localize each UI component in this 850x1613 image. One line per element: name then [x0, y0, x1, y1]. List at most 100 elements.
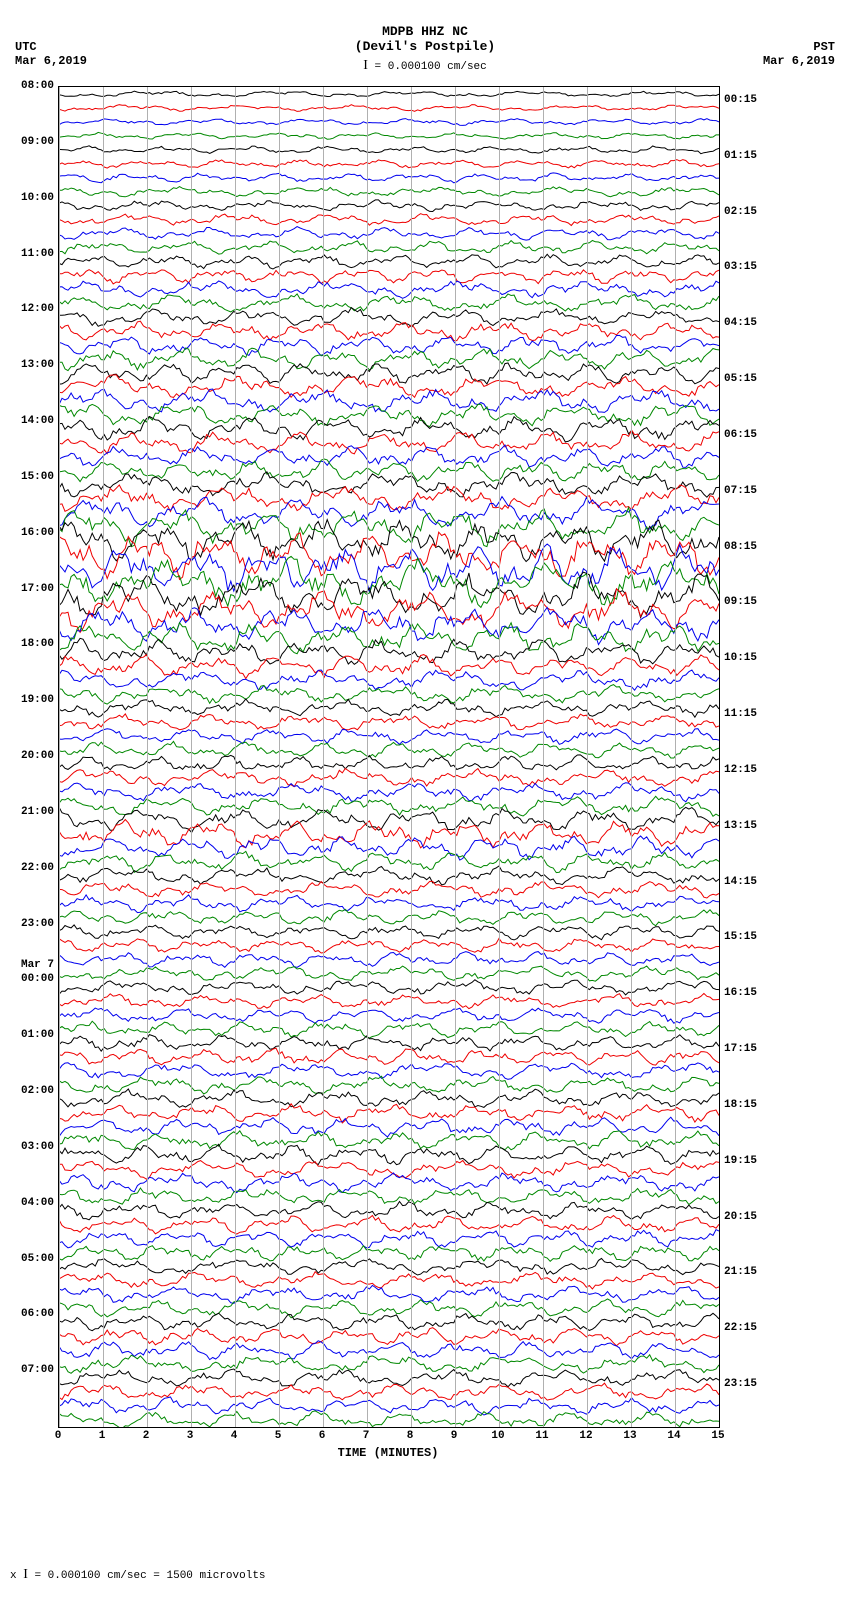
x-axis: TIME (MINUTES) 0123456789101112131415: [58, 1428, 718, 1468]
seismic-trace: [59, 119, 719, 126]
utc-hour-label: 23:00: [21, 918, 54, 930]
x-tick: 13: [623, 1430, 636, 1442]
seismic-trace: [59, 1173, 719, 1193]
pst-hour-label: 08:15: [724, 541, 757, 553]
vertical-gridline: [719, 87, 720, 1427]
seismic-trace: [59, 173, 719, 183]
vertical-gridline: [103, 87, 104, 1427]
seismic-trace: [59, 404, 719, 426]
vertical-gridline: [411, 87, 412, 1427]
helicorder-plot: [58, 86, 720, 1428]
pst-hour-label: 21:15: [724, 1266, 757, 1278]
x-tick: 12: [579, 1430, 592, 1442]
utc-hour-label: 07:00: [21, 1364, 54, 1376]
pst-hour-label: 23:15: [724, 1378, 757, 1390]
pst-hour-label: 15:15: [724, 931, 757, 943]
seismic-trace: [59, 1246, 719, 1262]
vertical-gridline: [191, 87, 192, 1427]
vertical-gridline: [455, 87, 456, 1427]
seismic-trace: [59, 227, 719, 241]
seismic-trace: [59, 132, 719, 139]
footer-bar-icon: I: [23, 1567, 28, 1582]
seismic-trace: [59, 881, 719, 898]
pst-hour-label: 20:15: [724, 1211, 757, 1223]
x-tick: 14: [667, 1430, 680, 1442]
seismic-trace: [59, 1299, 719, 1318]
seismic-trace: [59, 270, 719, 284]
seismic-trace: [59, 200, 719, 212]
utc-hour-label: 10:00: [21, 192, 54, 204]
seismic-trace: [59, 91, 719, 96]
seismic-trace: [59, 769, 719, 787]
seismic-trace: [59, 655, 719, 679]
utc-hour-label: 11:00: [21, 248, 54, 260]
footer-text: = 0.000100 cm/sec = 1500 microvolts: [34, 1570, 265, 1582]
pst-hour-label: 17:15: [724, 1043, 757, 1055]
scale-text: = 0.000100 cm/sec: [375, 61, 487, 73]
x-tick: 1: [99, 1430, 106, 1442]
pst-hour-label: 14:15: [724, 876, 757, 888]
seismic-trace: [59, 1258, 719, 1275]
utc-hour-label: 12:00: [21, 303, 54, 315]
seismic-trace: [59, 1369, 719, 1387]
seismic-trace: [59, 308, 719, 328]
date-break-label: Mar 7: [21, 959, 54, 971]
seismic-trace: [59, 909, 719, 925]
seismic-trace: [59, 938, 719, 953]
seismic-trace: [59, 1383, 719, 1400]
pst-hour-label: 04:15: [724, 317, 757, 329]
seismic-trace: [59, 572, 719, 617]
seismic-trace: [59, 105, 719, 112]
seismic-trace: [59, 1144, 719, 1164]
utc-hour-label: 04:00: [21, 1197, 54, 1209]
chart-subtitle: (Devil's Postpile): [0, 39, 850, 54]
footer-prefix: x: [10, 1570, 23, 1582]
seismic-trace: [59, 685, 719, 705]
utc-hour-label: 18:00: [21, 638, 54, 650]
x-tick: 11: [535, 1430, 548, 1442]
seismic-trace: [59, 160, 719, 169]
pst-hour-label: 01:15: [724, 150, 757, 162]
seismogram-container: UTC Mar 6,2019 PST Mar 6,2019 MDPB HHZ N…: [0, 0, 850, 1613]
seismic-trace: [59, 589, 719, 633]
utc-hour-label: 14:00: [21, 415, 54, 427]
scale-bar-icon: I: [363, 58, 368, 73]
seismic-trace: [59, 1313, 719, 1331]
vertical-gridline: [587, 87, 588, 1427]
seismic-trace: [59, 254, 719, 269]
x-tick: 3: [187, 1430, 194, 1442]
utc-hour-label: 20:00: [21, 750, 54, 762]
seismic-trace: [59, 1063, 719, 1080]
seismic-trace: [59, 445, 719, 467]
seismic-trace: [59, 1089, 719, 1107]
utc-hour-label: 01:00: [21, 1029, 54, 1041]
utc-hour-label: 03:00: [21, 1141, 54, 1153]
seismic-trace: [59, 348, 719, 371]
seismic-trace: [59, 1355, 719, 1374]
seismic-trace: [59, 638, 719, 664]
seismic-trace: [59, 783, 719, 802]
x-tick: 6: [319, 1430, 326, 1442]
seismic-trace: [59, 980, 719, 995]
seismic-trace: [59, 389, 719, 412]
x-tick: 7: [363, 1430, 370, 1442]
vertical-gridline: [235, 87, 236, 1427]
seismic-trace: [59, 281, 719, 298]
chart-title: MDPB HHZ NC: [0, 24, 850, 39]
utc-hour-label: 15:00: [21, 471, 54, 483]
utc-hour-label: 19:00: [21, 694, 54, 706]
x-tick: 0: [55, 1430, 62, 1442]
pst-hour-label: 06:15: [724, 429, 757, 441]
seismic-trace: [59, 820, 719, 848]
pst-hour-label: 02:15: [724, 206, 757, 218]
utc-hour-label: 02:00: [21, 1085, 54, 1097]
pst-hour-label: 18:15: [724, 1099, 757, 1111]
pst-hour-label: 13:15: [724, 820, 757, 832]
seismic-trace: [59, 925, 719, 940]
seismic-trace: [59, 1397, 719, 1415]
seismic-trace: [59, 375, 719, 398]
seismic-trace: [59, 1117, 719, 1137]
vertical-gridline: [367, 87, 368, 1427]
utc-time-axis: 08:0009:0010:0011:0012:0013:0014:0015:00…: [10, 86, 56, 1426]
seismic-trace: [59, 1076, 719, 1094]
